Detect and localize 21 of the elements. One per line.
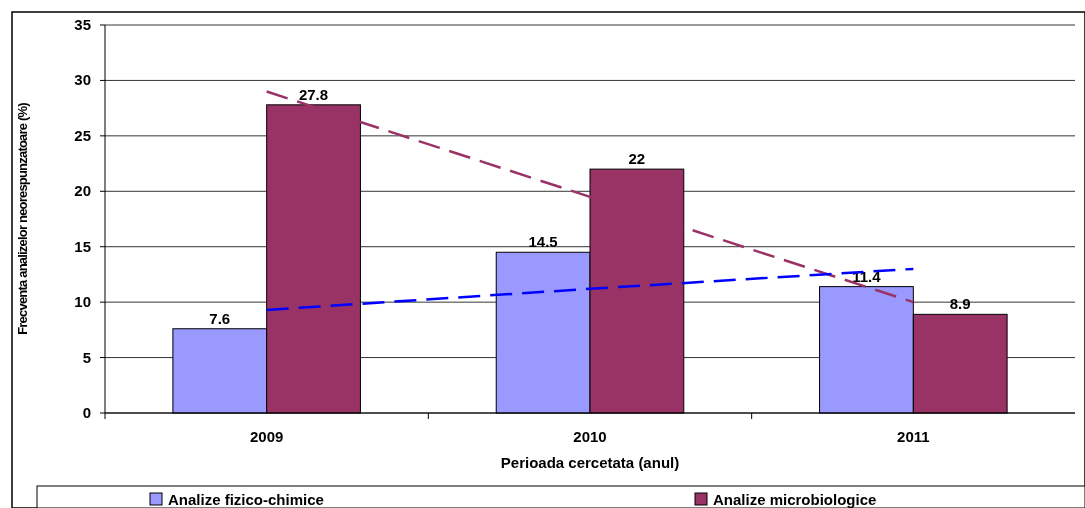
data-label: 7.6 (209, 309, 231, 327)
x-tick-label: 2010 (573, 428, 607, 445)
data-label: 11.4 (852, 267, 882, 285)
y-tick-label: 15 (74, 237, 91, 255)
y-axis-title: Frecventa analizelor neorespunzatoare (%) (15, 102, 30, 335)
y-tick-label: 5 (82, 348, 91, 366)
legend-label: Analize microbiologice (713, 491, 877, 508)
data-label: 14.5 (528, 233, 558, 251)
data-label: 27.8 (298, 85, 329, 103)
y-tick-label: 0 (82, 404, 91, 421)
y-tick-label: 25 (74, 126, 91, 144)
x-tick-label: 2011 (897, 428, 930, 445)
y-tick-label: 20 (74, 182, 91, 200)
y-tick-label: 35 (74, 16, 91, 33)
data-label: 22 (628, 150, 646, 168)
legend-label: Analize fizico-chimice (168, 491, 324, 508)
x-axis-title: Perioada cercetata (anul) (500, 454, 680, 471)
y-tick-label: 10 (74, 293, 91, 311)
data-label: 8.9 (949, 295, 971, 313)
x-tick-label: 2009 (249, 428, 284, 445)
y-tick-label: 30 (74, 71, 91, 89)
